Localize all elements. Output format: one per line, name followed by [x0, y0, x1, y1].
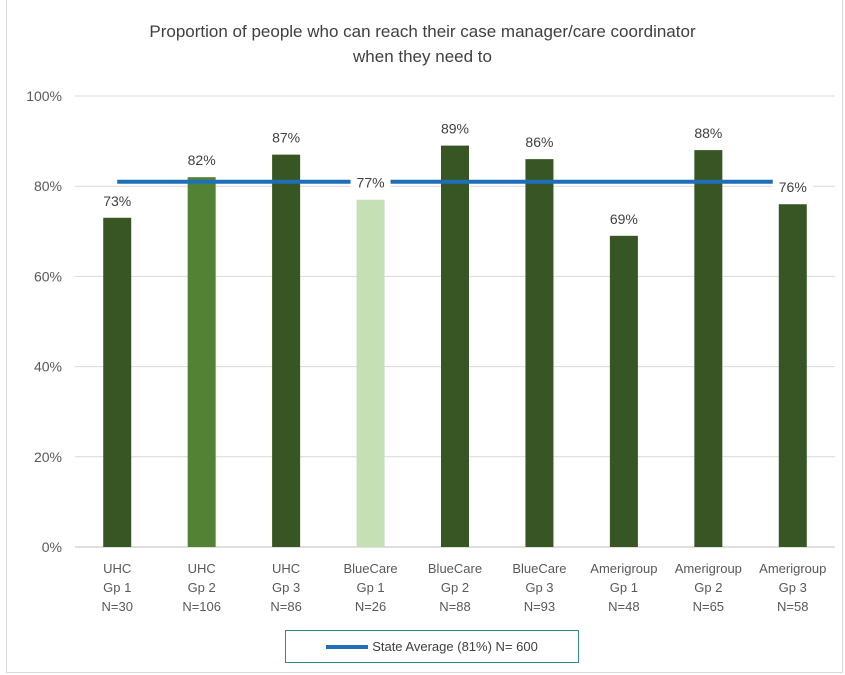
x-tick-label: N=65 [693, 599, 724, 614]
data-label: 73% [103, 193, 131, 209]
y-tick-label: 40% [34, 359, 62, 375]
x-tick-label: Gp 2 [441, 580, 469, 595]
x-tick-label: Gp 3 [525, 580, 553, 595]
x-tick-label: Amerigroup [759, 561, 826, 576]
data-label: 76% [779, 179, 807, 195]
data-label: 82% [188, 152, 216, 168]
data-label: 89% [441, 121, 469, 137]
x-tick-label: N=86 [270, 599, 301, 614]
y-tick-label: 20% [34, 449, 62, 465]
x-tick-label: BlueCare [343, 561, 397, 576]
x-tick-label: N=48 [608, 599, 639, 614]
data-label: 69% [610, 211, 638, 227]
x-tick-label: UHC [103, 561, 131, 576]
x-tick-label: UHC [188, 561, 216, 576]
x-tick-label: BlueCare [512, 561, 566, 576]
legend-label: State Average (81%) N= 600 [372, 639, 538, 654]
data-label: 88% [694, 125, 722, 141]
data-label: 87% [272, 130, 300, 146]
y-tick-label: 80% [34, 178, 62, 194]
x-tick-label: N=26 [355, 599, 386, 614]
bar [441, 145, 469, 548]
bar [694, 150, 723, 547]
x-tick-label: Amerigroup [675, 561, 742, 576]
data-label: 77% [357, 175, 385, 191]
x-tick-label: N=88 [439, 599, 470, 614]
y-tick-label: 100% [26, 88, 62, 104]
x-tick-label: Gp 3 [272, 580, 300, 595]
bar [356, 199, 385, 548]
data-label-background [772, 178, 813, 197]
chart-title-line2: when they need to [353, 47, 492, 66]
x-tick-label: N=58 [777, 599, 808, 614]
bar [525, 159, 554, 547]
bar [609, 235, 638, 547]
x-tick-label: N=93 [524, 599, 555, 614]
bar [272, 154, 301, 547]
data-label: 86% [525, 134, 553, 150]
chart-title-line1: Proportion of people who can reach their… [149, 22, 696, 41]
x-tick-label: Gp 1 [103, 580, 131, 595]
y-tick-label: 60% [34, 268, 62, 284]
x-tick-label: UHC [272, 561, 300, 576]
bar [187, 177, 216, 547]
legend-line-swatch [326, 644, 369, 649]
x-tick-label: Gp 3 [779, 580, 807, 595]
data-label-background [350, 173, 391, 192]
x-tick-label: Gp 2 [188, 580, 216, 595]
x-tick-label: BlueCare [428, 561, 482, 576]
x-tick-label: N=106 [182, 599, 221, 614]
x-tick-label: N=30 [101, 599, 132, 614]
x-tick-label: Gp 1 [356, 580, 384, 595]
x-tick-label: Gp 2 [694, 580, 722, 595]
bar [778, 204, 807, 548]
bar [103, 217, 132, 547]
x-tick-label: Gp 1 [610, 580, 638, 595]
legend: State Average (81%) N= 600 [285, 630, 579, 663]
x-tick-label: Amerigroup [590, 561, 657, 576]
y-tick-label: 0% [42, 539, 62, 555]
